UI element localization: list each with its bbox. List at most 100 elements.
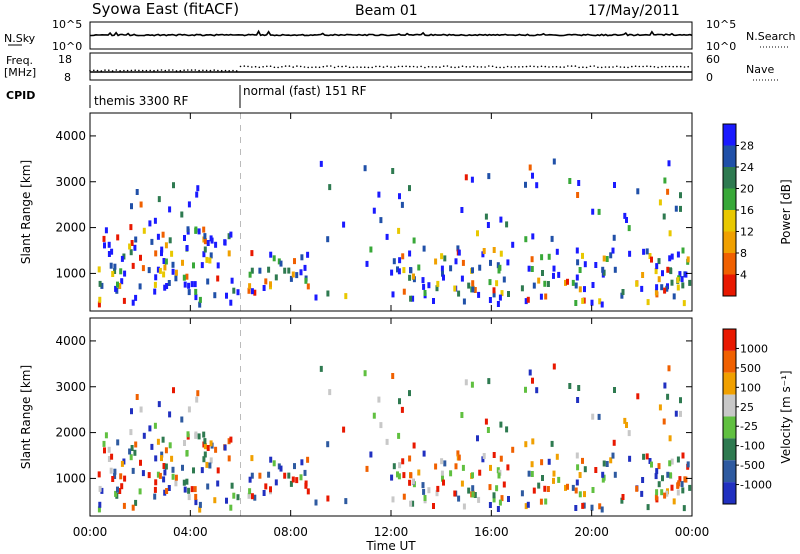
nave-dot — [202, 69, 204, 72]
power-cell — [657, 258, 661, 265]
velocity-cell — [110, 453, 114, 460]
power-cell — [185, 273, 189, 280]
nave-dot — [424, 66, 426, 69]
velocity-cell — [543, 485, 547, 492]
velocity-cell — [248, 488, 252, 495]
power-cell — [478, 264, 482, 271]
nave-dot — [574, 65, 577, 67]
noise-right-tick-high: 10^5 — [706, 18, 736, 31]
colorbar-swatch — [723, 329, 736, 351]
velocity-cell — [98, 501, 102, 508]
nave-dot — [130, 69, 133, 72]
nave-dot — [540, 65, 543, 68]
power-cell — [110, 248, 114, 255]
power-cell — [471, 286, 475, 293]
nave-dot — [427, 65, 430, 68]
velocity-cell — [511, 446, 515, 453]
velocity-panel: 4000 3000 2000 1000 Slant Range [km] 1000 50… — [19, 317, 793, 517]
velocity-cell — [440, 458, 444, 465]
power-cell — [262, 285, 266, 291]
velocity-cell — [499, 421, 503, 428]
power-cell — [492, 291, 496, 298]
nave-dot — [115, 69, 118, 71]
power-cell — [118, 283, 122, 289]
velocity-cell — [443, 460, 447, 467]
velocity-cell — [471, 491, 475, 498]
nave-dot — [608, 66, 610, 68]
nave-dot — [638, 65, 641, 68]
power-cell — [495, 280, 499, 287]
velocity-cell — [272, 460, 276, 467]
power-cell — [583, 261, 587, 268]
velocity-cell — [392, 463, 396, 470]
power-cell — [564, 279, 567, 286]
nave-dot — [397, 65, 400, 68]
power-cell — [681, 282, 685, 289]
velocity-cell — [672, 498, 676, 505]
power-cell — [461, 259, 465, 266]
velocity-cell — [650, 461, 653, 468]
velocity-cell — [574, 487, 578, 494]
velocity-cell — [164, 463, 168, 470]
noise-left-tick-low: 10^0 — [52, 40, 82, 53]
nave-dot — [123, 69, 125, 72]
power-cell — [116, 234, 120, 241]
velocity-yaxis: 4000 3000 2000 1000 — [55, 334, 692, 485]
velocity-cell — [635, 485, 639, 492]
xtick-label: 16:00 — [474, 525, 509, 539]
velocity-cell — [552, 470, 556, 477]
velocity-cell — [200, 467, 204, 474]
velocity-cell — [114, 490, 118, 497]
nave-dot — [649, 65, 652, 68]
nave-dot — [356, 66, 358, 68]
velocity-cell — [661, 475, 664, 482]
power-echo-cells — [97, 113, 692, 311]
velocity-cell — [208, 462, 212, 469]
nave-dot — [187, 69, 189, 71]
velocity-cell — [657, 481, 661, 488]
power-cell — [492, 287, 496, 294]
power-cell — [142, 227, 146, 234]
nave-dot — [597, 66, 599, 69]
power-cell — [600, 301, 604, 308]
velocity-cell — [129, 454, 133, 461]
velocity-cell — [482, 453, 486, 459]
power-cell — [530, 256, 534, 263]
velocity-cell — [168, 411, 172, 418]
velocity-cell — [456, 450, 460, 457]
power-cell — [676, 284, 680, 291]
power-cell — [377, 191, 381, 198]
power-cell — [568, 178, 572, 184]
nave-dot — [548, 66, 550, 68]
velocity-cell — [253, 494, 257, 501]
velocity-cell — [591, 413, 595, 420]
velocity-cell — [681, 452, 685, 459]
power-cell — [470, 176, 474, 183]
nave-dot — [435, 66, 437, 68]
velocity-cell — [605, 461, 609, 467]
nave-dot — [209, 69, 212, 72]
power-cell — [98, 280, 102, 287]
power-cell — [102, 235, 106, 242]
velocity-echo-cells — [97, 318, 692, 516]
velocity-cell — [539, 498, 543, 505]
nave-dot — [292, 66, 295, 68]
velocity-cell — [111, 476, 115, 482]
nave-dot — [567, 65, 569, 67]
power-cell — [581, 252, 584, 259]
power-cell — [250, 267, 254, 274]
velocity-cell — [486, 427, 490, 433]
velocity-cell — [609, 457, 613, 464]
power-cell — [185, 245, 189, 251]
velocity-cell — [369, 451, 373, 458]
power-cell — [598, 298, 602, 305]
power-cell — [392, 258, 396, 265]
power-cell — [532, 282, 536, 289]
power-cell — [139, 254, 142, 261]
power-cell — [216, 275, 220, 282]
velocity-cell — [411, 478, 415, 485]
velocity-cell — [187, 487, 191, 494]
velocity-cell — [109, 467, 113, 474]
power-cell — [304, 277, 308, 284]
nave-dot — [138, 69, 140, 72]
